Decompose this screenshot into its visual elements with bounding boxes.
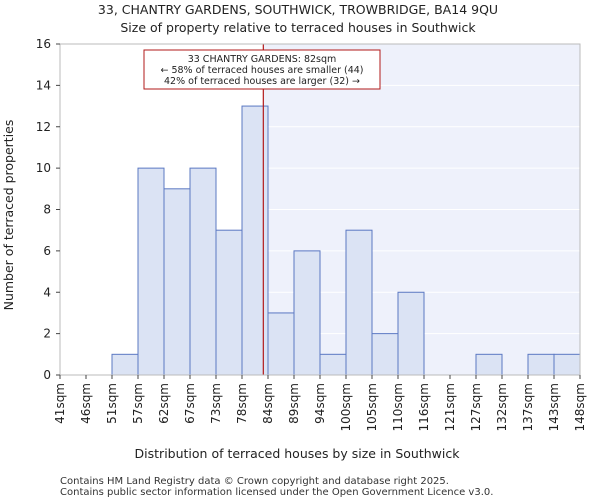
x-tick-label: 116sqm — [417, 383, 431, 431]
x-tick-label: 105sqm — [365, 383, 379, 431]
x-tick-label: 84sqm — [261, 383, 275, 424]
y-tick-label: 16 — [36, 37, 51, 51]
x-tick-label: 62sqm — [157, 383, 171, 424]
bar — [527, 353, 555, 376]
bar — [319, 353, 347, 376]
bar — [163, 188, 191, 376]
bar — [293, 250, 321, 376]
annotation-line-1: 33 CHANTRY GARDENS: 82sqm — [188, 54, 337, 65]
bar — [137, 167, 165, 376]
y-tick-label: 2 — [43, 327, 51, 341]
bar — [371, 333, 399, 376]
chart-subtitle: Size of property relative to terraced ho… — [120, 20, 476, 35]
bar — [267, 312, 295, 376]
x-tick-label: 137sqm — [521, 383, 535, 431]
x-tick-label: 73sqm — [209, 383, 223, 424]
chart-title: 33, CHANTRY GARDENS, SOUTHWICK, TROWBRID… — [98, 2, 498, 17]
y-tick-label: 0 — [43, 368, 51, 382]
y-axis-label: Number of terraced properties — [1, 120, 16, 311]
bar — [241, 105, 269, 376]
x-tick-label: 89sqm — [287, 383, 301, 424]
y-tick-label: 10 — [36, 161, 51, 175]
x-tick-label: 57sqm — [131, 383, 145, 424]
x-tick-label: 121sqm — [443, 383, 457, 431]
x-tick-label: 132sqm — [495, 383, 509, 431]
annotation-box — [143, 49, 381, 90]
x-tick-label: 127sqm — [469, 383, 483, 431]
x-tick-label: 148sqm — [573, 383, 587, 431]
x-tick-label: 41sqm — [53, 383, 67, 424]
y-tick-label: 8 — [43, 203, 51, 217]
histogram-bars — [111, 105, 581, 376]
property-annotation: 33 CHANTRY GARDENS: 82sqm ← 58% of terra… — [143, 49, 381, 90]
x-tick-label: 94sqm — [313, 383, 327, 424]
footer-copyright: Contains HM Land Registry data © Crown c… — [60, 476, 449, 487]
footer-licence: Contains public sector information licen… — [60, 487, 493, 498]
y-tick-label: 6 — [43, 244, 51, 258]
x-tick-label: 110sqm — [391, 383, 405, 431]
y-axis: 0 2 4 6 8 10 12 14 16 — [36, 37, 60, 382]
x-tick-label: 51sqm — [105, 383, 119, 424]
x-tick-label: 78sqm — [235, 383, 249, 424]
annotation-line-3: 42% of terraced houses are larger (32) → — [164, 76, 360, 87]
x-tick-label: 143sqm — [547, 383, 561, 431]
x-tick-label: 67sqm — [183, 383, 197, 424]
x-tick-label: 46sqm — [79, 383, 93, 424]
x-tick-label: 100sqm — [339, 383, 353, 431]
bar — [553, 353, 581, 376]
bar — [189, 167, 217, 376]
bar — [215, 229, 243, 376]
x-axis: 41sqm 46sqm 51sqm 57sqm 62sqm 67sqm 73sqm 78sqm… — [53, 375, 587, 431]
y-tick-label: 12 — [36, 120, 51, 134]
y-tick-label: 4 — [43, 285, 51, 299]
annotation-line-2: ← 58% of terraced houses are smaller (44… — [160, 65, 363, 76]
bar — [345, 229, 373, 376]
bar — [475, 353, 503, 376]
y-tick-label: 14 — [36, 78, 51, 92]
x-axis-label: Distribution of terraced houses by size … — [135, 446, 461, 461]
bar — [397, 291, 425, 376]
bar — [111, 353, 139, 376]
